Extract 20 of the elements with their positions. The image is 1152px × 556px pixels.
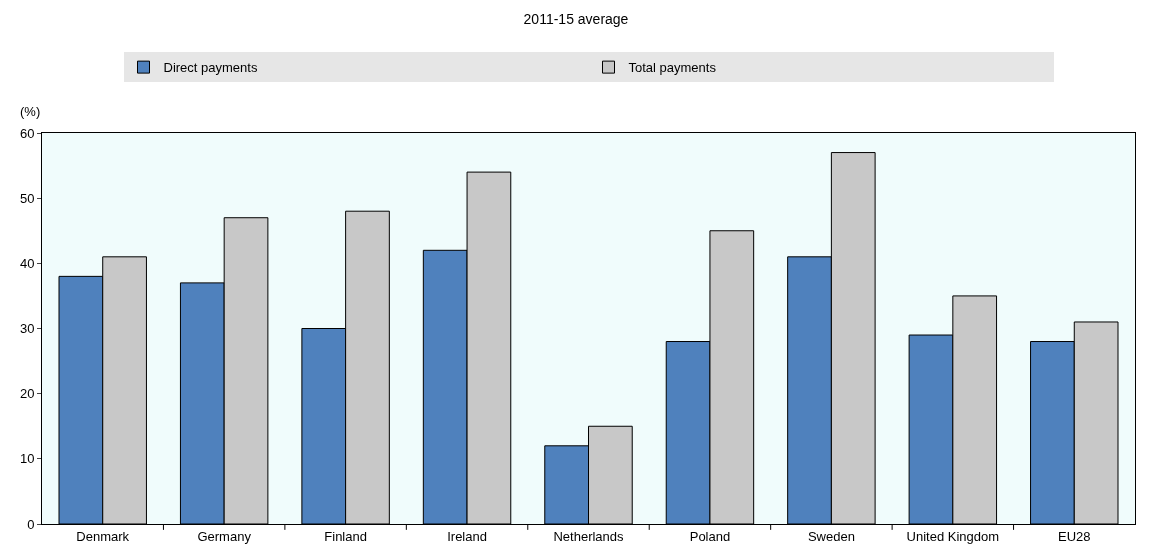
x-tick-label: EU28 — [1058, 528, 1091, 544]
x-tick-label: Sweden — [807, 528, 855, 544]
y-tick-label: 30 — [19, 321, 35, 337]
y-tick-label: 60 — [19, 125, 35, 141]
legend-label: Total payments — [628, 60, 717, 76]
legend-label: Direct payments — [163, 60, 258, 76]
x-tick-label: Germany — [197, 528, 252, 544]
y-tick-label: 40 — [19, 255, 35, 271]
x-tick-label: Denmark — [76, 528, 130, 544]
y-tick-label: 20 — [19, 386, 35, 402]
y-axis-title: (%) — [20, 104, 41, 119]
y-tick-label: 0 — [27, 516, 35, 532]
x-tick-label: Finland — [324, 528, 367, 544]
x-tick-label: Ireland — [447, 528, 487, 544]
x-tick-label: United Kingdom — [906, 528, 1000, 544]
y-tick-label: 10 — [19, 451, 35, 467]
x-tick-label: Netherlands — [553, 528, 625, 544]
y-tick-label: 50 — [19, 190, 35, 206]
x-tick-label: Poland — [689, 528, 731, 544]
chart-title: 2011-15 average — [523, 10, 629, 27]
